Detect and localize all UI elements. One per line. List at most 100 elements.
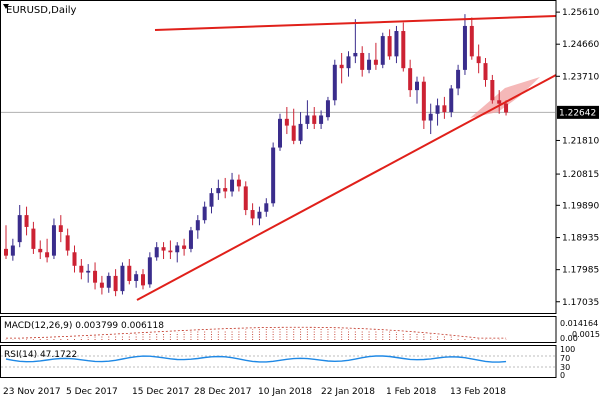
candle-body[interactable]	[203, 207, 207, 221]
candle-body[interactable]	[182, 246, 186, 249]
candle-body[interactable]	[367, 60, 371, 70]
candle-body[interactable]	[100, 283, 104, 288]
time-label: 10 Jan 2018	[258, 387, 312, 397]
candle-body[interactable]	[120, 266, 124, 291]
rsi-label: RSI(14) 47.1722	[4, 350, 77, 360]
time-label: 22 Jan 2018	[321, 387, 375, 397]
candle-body[interactable]	[292, 126, 296, 141]
candle-body[interactable]	[52, 225, 56, 255]
candle-body[interactable]	[168, 251, 172, 253]
candle-body[interactable]	[127, 266, 131, 281]
candle-body[interactable]	[162, 247, 166, 250]
rsi-tick-0: 0	[560, 371, 565, 380]
price-tick-label: 1.19890	[562, 201, 599, 211]
price-tick-label: 1.23710	[562, 72, 599, 82]
candle-body[interactable]	[394, 31, 398, 56]
candle-body[interactable]	[38, 249, 42, 252]
rsi-tick-100: 100	[560, 345, 575, 354]
price-tick-label: 1.21810	[562, 136, 599, 146]
candle-body[interactable]	[257, 212, 261, 219]
candle-body[interactable]	[436, 105, 440, 113]
candle-body[interactable]	[285, 119, 289, 126]
candle-body[interactable]	[59, 225, 63, 232]
candle-body[interactable]	[299, 124, 303, 141]
candle-body[interactable]	[66, 235, 70, 250]
candle-body[interactable]	[477, 56, 481, 63]
macd-tick-high: 0.014164	[560, 319, 598, 328]
candle-body[interactable]	[271, 148, 275, 204]
candle-body[interactable]	[189, 230, 193, 249]
candle-body[interactable]	[429, 114, 433, 121]
candle-body[interactable]	[230, 180, 234, 192]
macd-label: MACD(12,26,9) 0.003799 0.006118	[4, 321, 164, 331]
rsi-tick-70: 70	[560, 354, 570, 363]
candle-body[interactable]	[141, 274, 145, 285]
candle-body[interactable]	[484, 63, 488, 80]
candle-body[interactable]	[353, 53, 357, 56]
time-label: 5 Dec 2017	[66, 387, 118, 397]
candle-body[interactable]	[175, 246, 179, 253]
candle-body[interactable]	[251, 210, 255, 218]
macd-tick-zero: 0.00	[560, 334, 578, 343]
candle-body[interactable]	[497, 100, 501, 103]
candle-body[interactable]	[210, 193, 214, 207]
candle-body[interactable]	[134, 274, 138, 281]
candle-body[interactable]	[155, 247, 159, 257]
time-label: 15 Dec 2017	[132, 387, 190, 397]
candle-body[interactable]	[73, 252, 77, 266]
candle-body[interactable]	[264, 203, 268, 211]
price-tick-label: 1.20815	[562, 170, 599, 180]
candle-body[interactable]	[18, 215, 22, 242]
candle-body[interactable]	[442, 105, 446, 112]
price-tick-label: 1.17985	[562, 266, 599, 276]
candle-body[interactable]	[11, 246, 15, 256]
candle-body[interactable]	[237, 180, 241, 187]
candle-body[interactable]	[25, 215, 29, 227]
candle-body[interactable]	[401, 31, 405, 68]
candle-body[interactable]	[381, 36, 385, 65]
candle-body[interactable]	[449, 88, 453, 112]
time-label: 23 Nov 2017	[3, 387, 61, 397]
candle-body[interactable]	[4, 249, 8, 256]
candle-body[interactable]	[278, 119, 282, 148]
candle-body[interactable]	[319, 115, 323, 123]
candle-body[interactable]	[415, 82, 419, 90]
candle-body[interactable]	[107, 276, 111, 288]
candle-body[interactable]	[422, 82, 426, 121]
candle-body[interactable]	[196, 220, 200, 230]
price-tick-label: 1.25610	[562, 8, 599, 18]
candle-body[interactable]	[148, 257, 152, 284]
candle-body[interactable]	[244, 186, 248, 210]
candle-body[interactable]	[333, 65, 337, 100]
candle-body[interactable]	[326, 100, 330, 117]
candle-body[interactable]	[312, 115, 316, 123]
price-tick-label: 1.17035	[562, 298, 599, 308]
candle-body[interactable]	[470, 26, 474, 56]
time-label: 13 Feb 2018	[450, 387, 506, 397]
candle-body[interactable]	[114, 276, 118, 291]
candle-body[interactable]	[360, 53, 364, 70]
candle-body[interactable]	[388, 36, 392, 56]
time-label: 28 Dec 2017	[194, 387, 252, 397]
candle-body[interactable]	[45, 252, 49, 257]
candle-body[interactable]	[216, 188, 220, 193]
candle-body[interactable]	[93, 271, 97, 283]
candle-body[interactable]	[504, 104, 508, 113]
candle-body[interactable]	[408, 68, 412, 90]
candle-body[interactable]	[340, 65, 344, 68]
candle-body[interactable]	[86, 271, 90, 273]
candle-body[interactable]	[463, 26, 467, 70]
candle-body[interactable]	[374, 60, 378, 65]
candle-body[interactable]	[490, 80, 494, 100]
candle-body[interactable]	[347, 56, 351, 68]
candle-body[interactable]	[223, 188, 227, 191]
candle-body[interactable]	[305, 115, 309, 123]
candle-body[interactable]	[31, 229, 35, 249]
current-price-value: 1.22642	[559, 108, 596, 118]
candle-body[interactable]	[456, 70, 460, 89]
candle-body[interactable]	[79, 266, 83, 273]
price-tick-label: 1.18935	[562, 234, 599, 244]
